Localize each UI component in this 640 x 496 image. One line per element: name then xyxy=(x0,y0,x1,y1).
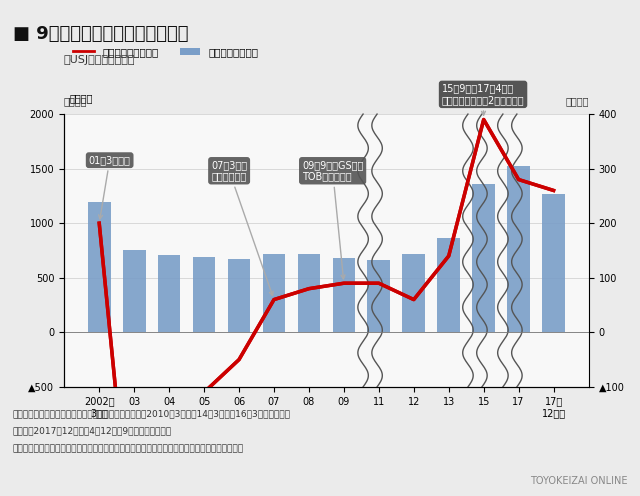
Text: た。2017年12月期は4～12月の9カ月の変則期決算: た。2017年12月期は4～12月の9カ月の変則期決算 xyxy=(13,427,172,435)
Bar xyxy=(542,194,565,332)
Bar xyxy=(403,254,425,332)
Text: 01年3月開業: 01年3月開業 xyxy=(89,155,131,219)
Bar xyxy=(157,255,180,332)
Text: 09年9月、GS系の
TOBで上場廃止: 09年9月、GS系の TOBで上場廃止 xyxy=(302,160,364,279)
Bar xyxy=(123,250,145,332)
Text: （注）買収企業との合併により、大きく落ち込んでいる2010年3月期、14年3月期、16年3月期は省略し: （注）買収企業との合併により、大きく落ち込んでいる2010年3月期、14年3月期… xyxy=(13,409,291,418)
Bar xyxy=(367,260,390,332)
Bar xyxy=(508,167,530,332)
Legend: 営業利益（右目盛）, 売上高（左目盛）: 営業利益（右目盛）, 売上高（左目盛） xyxy=(69,43,263,61)
Bar xyxy=(437,239,460,332)
Bar xyxy=(298,254,320,332)
Text: （億円）: （億円） xyxy=(70,93,93,103)
Bar xyxy=(333,258,355,332)
Text: （億円）: （億円） xyxy=(64,97,88,107)
Bar xyxy=(472,184,495,332)
Text: 07年3月、
マザーズ上場: 07年3月、 マザーズ上場 xyxy=(211,160,273,296)
Text: （出所）会社公表資料、有価証券報告書、官報や新聞に掲載された決算公告を基に東洋経済作成: （出所）会社公表資料、有価証券報告書、官報や新聞に掲載された決算公告を基に東洋経… xyxy=(13,444,244,453)
Text: （億円）: （億円） xyxy=(565,97,589,107)
Text: TOYOKEIZAI ONLINE: TOYOKEIZAI ONLINE xyxy=(530,476,627,486)
Bar xyxy=(193,257,216,332)
Text: 15年9月～17年4月、
米コムキャストが2段階で買収: 15年9月～17年4月、 米コムキャストが2段階で買収 xyxy=(442,83,524,115)
Bar xyxy=(88,202,111,332)
Text: －USJの業績の推移－: －USJの業績の推移－ xyxy=(64,55,136,64)
Text: ■ 9年連続値上げの効果が大きい: ■ 9年連続値上げの効果が大きい xyxy=(13,25,188,43)
Bar xyxy=(228,259,250,332)
Bar xyxy=(262,254,285,332)
